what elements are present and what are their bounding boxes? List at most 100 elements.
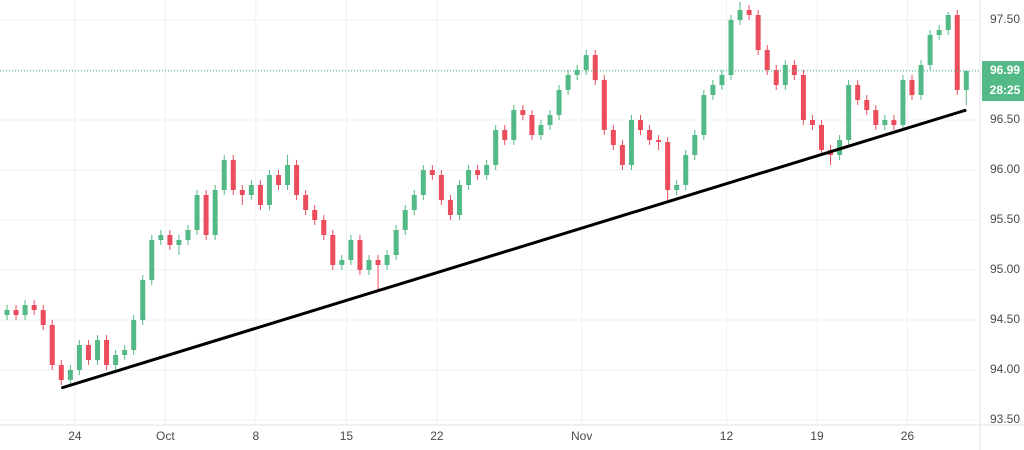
x-tick-label: 22 — [430, 429, 444, 443]
candle-body — [665, 142, 671, 190]
candle-body — [393, 230, 399, 255]
candle-body — [221, 160, 227, 190]
candle-body — [76, 345, 82, 370]
candle-body — [40, 310, 46, 325]
x-tick-label: 12 — [720, 429, 734, 443]
candle-body — [819, 125, 824, 150]
y-tick-label: 93.50 — [990, 412, 1020, 426]
x-tick-label: 24 — [68, 429, 82, 443]
candle-body — [113, 355, 119, 365]
x-tick-label: 26 — [901, 429, 915, 443]
candle-body — [276, 175, 281, 185]
candle-body — [538, 125, 544, 135]
candle-body — [800, 75, 806, 120]
candle-body — [918, 65, 924, 95]
x-tick-label: Oct — [156, 429, 175, 443]
candle-body — [782, 65, 788, 85]
y-tick-label: 96.00 — [990, 162, 1020, 176]
candle-body — [628, 120, 634, 165]
candle-body — [610, 130, 616, 145]
candle-body — [257, 185, 263, 205]
candle-body — [864, 100, 870, 110]
candle-body — [4, 310, 10, 315]
candle-body — [484, 165, 490, 175]
candle-body — [158, 235, 164, 240]
countdown-box — [982, 81, 1024, 101]
candle-body — [22, 305, 28, 315]
y-tick-label: 94.00 — [990, 362, 1020, 376]
candle-body — [31, 305, 37, 310]
x-tick-label: Nov — [571, 429, 592, 443]
candle-body — [647, 130, 653, 140]
candle-body — [438, 175, 444, 200]
candle-body — [846, 85, 852, 140]
candle-body — [873, 110, 879, 125]
candle-body — [882, 120, 888, 125]
candle-body — [900, 80, 906, 125]
candle-body — [791, 65, 797, 75]
candle-body — [692, 135, 698, 155]
candle-body — [429, 170, 435, 175]
candle-body — [167, 235, 173, 245]
x-tick-label: 15 — [340, 429, 354, 443]
candle-body — [339, 260, 345, 265]
candle-body — [85, 345, 91, 360]
candle-body — [936, 30, 942, 35]
candle-body — [104, 340, 110, 365]
candle-body — [411, 195, 417, 210]
candle-body — [285, 165, 291, 185]
candle-body — [402, 210, 408, 230]
candle-body — [457, 185, 462, 215]
candle-body — [194, 195, 200, 230]
candle-body — [592, 55, 598, 80]
candle-body — [348, 240, 354, 260]
candle-body — [701, 95, 707, 135]
candle-body — [963, 71, 969, 90]
candle-body — [140, 280, 146, 320]
candle-body — [303, 195, 309, 210]
candle-body — [502, 130, 508, 140]
candle-body — [203, 195, 209, 235]
candle-body — [719, 75, 725, 85]
candle-body — [239, 190, 245, 195]
candle-body — [230, 160, 236, 190]
candle-body — [737, 10, 743, 20]
candle-body — [321, 220, 327, 235]
candle-body — [891, 120, 897, 125]
candle-body — [67, 370, 73, 380]
y-tick-label: 97.50 — [990, 12, 1020, 26]
candle-body — [122, 350, 128, 355]
candle-body — [520, 110, 526, 115]
candle-body — [529, 115, 535, 135]
candle-body — [656, 140, 662, 142]
candle-body — [330, 235, 336, 265]
last-price-box — [982, 61, 1024, 81]
candle-body — [565, 75, 571, 90]
candle-body — [683, 155, 689, 185]
candle-body — [710, 85, 716, 95]
candle-body — [619, 145, 625, 165]
candle-body — [149, 240, 155, 280]
candle-body — [601, 80, 607, 130]
candle-body — [266, 175, 272, 205]
candle-body — [556, 90, 562, 115]
x-tick-label: 8 — [253, 429, 260, 443]
candle-body — [746, 10, 752, 15]
candle-body — [674, 185, 680, 190]
candle-body — [945, 15, 951, 30]
last-price-label: 96.99 — [990, 63, 1020, 77]
candle-body — [466, 170, 472, 185]
candle-body — [312, 210, 318, 220]
y-tick-label: 95.00 — [990, 262, 1020, 276]
x-tick-label: 19 — [810, 429, 824, 443]
candle-body — [58, 365, 64, 380]
candle-body — [375, 260, 381, 265]
candle-body — [131, 320, 137, 350]
candle-body — [755, 15, 761, 50]
candle-body — [294, 165, 300, 195]
countdown-label: 28:25 — [990, 83, 1021, 97]
candle-body — [212, 190, 218, 235]
candle-body — [176, 240, 182, 245]
